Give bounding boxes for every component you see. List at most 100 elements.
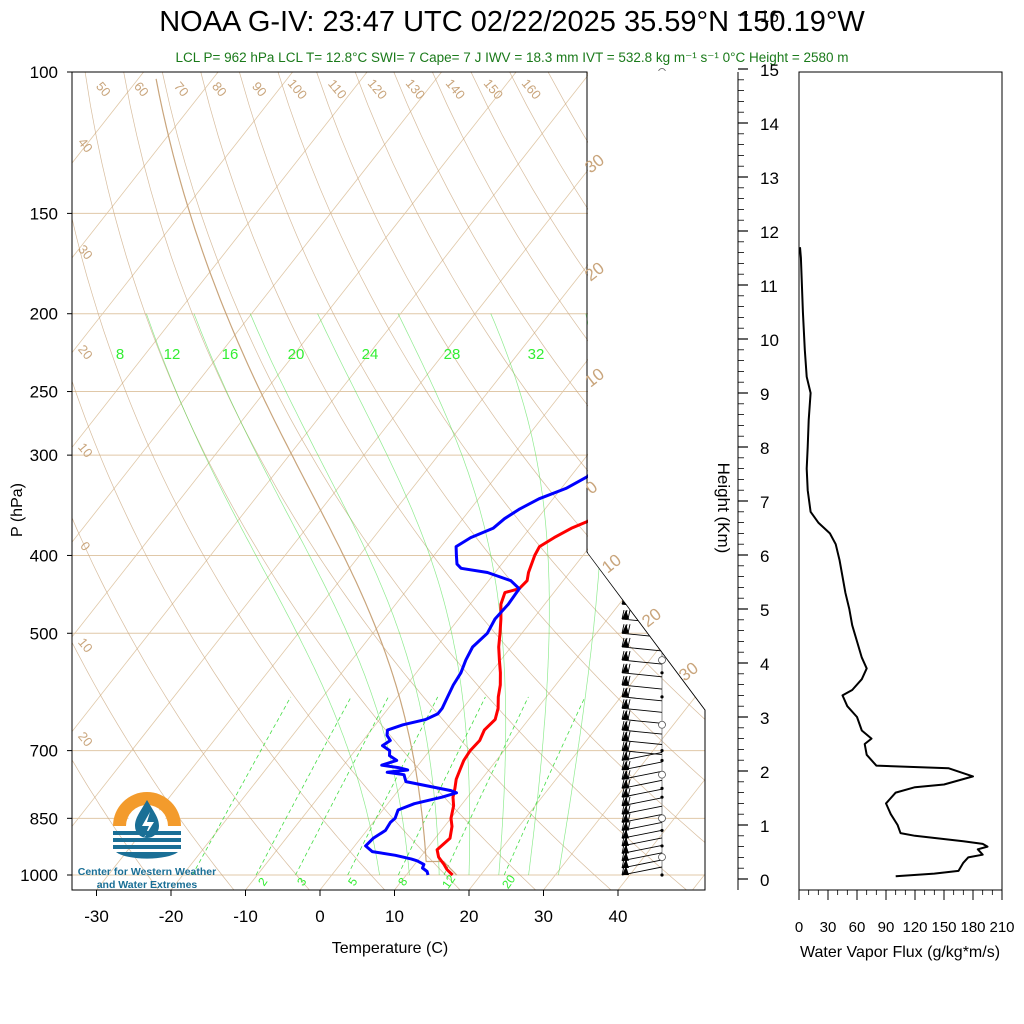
wind-barb-pennant [622,624,629,634]
dry-adiabat-line [354,72,705,600]
x-tick-label: 0 [315,907,324,926]
isotherm-line [72,72,219,259]
wind-barb [621,865,663,876]
wind-barb [621,637,663,652]
x-tick-label: 40 [609,907,628,926]
wind-level-dot [660,695,664,699]
skewt-frame [71,71,706,891]
wind-barb-feather [621,788,625,798]
wind-barb-pennant [622,836,629,846]
isotherm-label: 20 [75,729,96,750]
dry-adiabat-line [200,72,705,843]
wind-barb [621,813,663,823]
wind-barb-staff [621,829,663,839]
moist-adiabat-label: 32 [528,346,545,363]
moist-adiabat-label: 24 [362,346,379,363]
wind-barb-pennant [622,731,629,741]
logo-wave-band [113,845,181,849]
logo-base [116,852,178,859]
dry-adiabat-label: 160 [519,76,544,102]
wind-barb-staff [621,646,663,652]
wind-barb-feather [621,699,625,709]
wind-barb [621,779,663,789]
dry-adiabat-line [72,216,461,890]
x-axis-label: Temperature (C) [332,940,448,957]
wvf-profile-line [799,247,989,878]
logo-text-line1: Center for Western Weather [78,866,216,878]
height-tick-label: 7 [760,493,769,512]
wind-barb [621,844,663,854]
y-tick-label: 1000 [20,866,58,885]
wind-barb-pennant [622,844,629,854]
wind-barb-pennant [622,770,629,780]
height-tick-label: 8 [760,439,769,458]
wind-barb-pennant [622,851,629,861]
y-tick-label: 850 [30,809,58,828]
wind-barb-staff [621,866,663,876]
wind-barb-pennant [622,805,629,815]
dry-adiabat-line [72,759,160,890]
wvf-tick-label: 120 [902,919,927,936]
y-tick-label: 100 [30,63,58,82]
dry-adiabat-line [72,379,386,890]
wvf-tick-label: 180 [960,919,985,936]
height-tick-label: 10 [760,331,779,350]
mixing-ratio-label: 3 [294,875,309,889]
wind-barb-feather [621,813,625,823]
dry-adiabat-label: 100 [285,76,310,102]
dry-adiabat-line [72,641,235,890]
wind-barb-feather [621,836,625,847]
wind-level-circle [658,720,666,729]
wind-barb-feather [621,851,625,861]
moist-adiabat-line [490,313,550,876]
height-tick-label: 14 [760,115,779,134]
wind-barb [621,720,663,735]
wind-barb-pennant [622,829,629,839]
isotherm-line [72,72,592,733]
wind-barb-staff [621,707,663,713]
isotherm-line [543,683,705,890]
wind-barb-feather [621,741,625,751]
wind-barb [621,699,663,713]
moist-adiabat-line [249,313,440,876]
wind-barb-staff [621,837,663,847]
wind-barb-pennant [622,821,629,831]
dry-adiabat-label: 50 [93,79,114,100]
wind-barb-pennant [622,741,629,751]
wind-barb-feather [621,751,625,761]
chart-subtitle: LCL P= 962 hPa LCL T= 12.8°C SWI= 7 Cape… [175,50,849,65]
isotherm-label: 40 [75,135,96,156]
y-tick-label: 300 [30,446,58,465]
wind-level-circle [658,770,666,779]
wind-barb [621,851,663,862]
wind-barb-feather [621,796,625,806]
wind-barb [621,829,663,839]
wind-barb-pennant [622,866,629,875]
moist-adiabat-line [397,313,507,876]
height-tick-label: 16 [760,7,779,26]
logo-lightning [142,812,154,838]
wind-level-dot [660,786,664,790]
logo-wave-band [113,831,181,835]
wind-barb-staff [621,844,663,854]
mixing-ratio-label: 2 [255,875,270,889]
y-tick-label: 200 [30,305,58,324]
dry-adiabat-label: 90 [249,79,270,100]
wind-barb-feather [621,663,625,673]
wind-barb [621,796,663,807]
isotherm-line [468,589,705,890]
mixing-ratio-label: 5 [345,875,360,889]
wind-barb-staff [621,859,663,869]
wind-barb-pennant [622,796,629,806]
dry-adiabat-label: 150 [481,76,506,102]
wind-barb-feather [621,858,625,869]
dry-adiabat-line [123,72,612,890]
x-tick-label: 10 [385,907,404,926]
wind-level-dot [660,758,664,763]
mixing-ratio-line [255,696,352,876]
wind-level-dot [660,828,664,833]
wind-barb-pennant [622,710,629,720]
wind-barb-pennant [622,858,629,868]
moist-adiabat-label: 12 [164,346,181,363]
